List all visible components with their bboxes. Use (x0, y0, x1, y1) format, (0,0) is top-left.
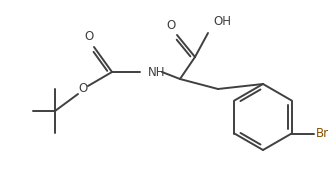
Text: Br: Br (316, 127, 329, 140)
Text: O: O (84, 30, 93, 43)
Text: O: O (166, 19, 176, 32)
Text: NH: NH (148, 66, 165, 78)
Text: OH: OH (213, 15, 231, 28)
Text: O: O (78, 83, 88, 95)
